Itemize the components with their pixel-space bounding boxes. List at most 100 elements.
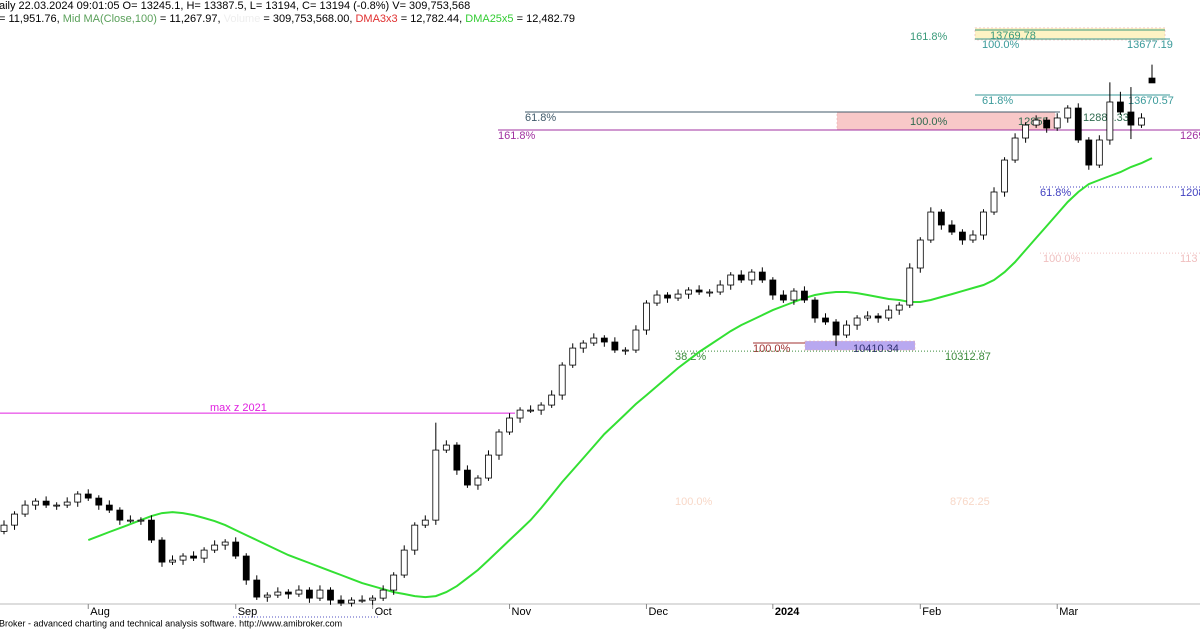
candle-body xyxy=(716,284,724,293)
zone xyxy=(974,27,1166,41)
candle-body xyxy=(727,274,735,286)
candle-body xyxy=(600,337,608,343)
candle-body xyxy=(1053,117,1061,129)
candle-body xyxy=(0,524,8,532)
zone-label: 10410.34 xyxy=(853,343,899,355)
candle-body xyxy=(348,599,355,604)
header-segment: Volume xyxy=(224,13,261,25)
candle-body xyxy=(432,449,440,521)
candle-body xyxy=(1106,101,1114,141)
candle-body xyxy=(95,497,103,506)
candle-body xyxy=(769,279,777,296)
candle-body xyxy=(453,444,461,471)
candle-body xyxy=(400,549,408,576)
level-label: 10312.87 xyxy=(945,351,991,363)
candle-body xyxy=(21,504,29,515)
candle-body xyxy=(969,234,977,241)
level-label: 1269 xyxy=(1180,130,1200,142)
candle-body xyxy=(801,290,808,301)
candle-body xyxy=(695,289,703,293)
candle-body xyxy=(421,519,429,526)
header-line: aily 22.03.2024 09:01:05 O= 13245.1, H= … xyxy=(0,0,470,12)
candle-body xyxy=(1148,77,1156,84)
candle-body xyxy=(316,589,324,599)
candle-body xyxy=(495,431,503,456)
level-label: 113 xyxy=(1180,253,1198,265)
candle-body xyxy=(779,294,787,301)
candle-body xyxy=(706,291,714,294)
candle-body xyxy=(811,299,819,319)
candle-body xyxy=(1001,159,1008,193)
candle-body xyxy=(74,493,82,503)
candle-body xyxy=(748,271,756,281)
candle-body xyxy=(980,211,987,236)
candle-body xyxy=(516,409,524,419)
level-label: 161.8% xyxy=(910,31,948,43)
zone-label: 12884.33 xyxy=(1083,112,1129,124)
zone xyxy=(804,340,916,351)
level-label: 13677.19 xyxy=(1127,39,1173,51)
candle-body xyxy=(569,347,577,366)
candle-body xyxy=(148,519,155,541)
candle-body xyxy=(590,337,598,344)
x-tick-label: Sep xyxy=(238,606,258,618)
x-tick-label: 2024 xyxy=(775,606,800,618)
candle-body xyxy=(53,504,61,507)
candle-body xyxy=(1064,107,1072,119)
candle-body xyxy=(137,519,145,522)
candle-body xyxy=(232,541,240,557)
candle-body xyxy=(11,513,18,526)
candle-body xyxy=(664,294,671,299)
candle-body xyxy=(611,341,619,351)
candle-body xyxy=(758,271,766,281)
candle-body xyxy=(253,579,261,598)
candle-body xyxy=(200,549,208,559)
level-label: 61.8% xyxy=(525,112,556,124)
candle-body xyxy=(548,394,556,406)
candle-body xyxy=(179,555,187,561)
header-line: = 11,951.76, Mid MA(Close,100) = 11,267.… xyxy=(0,13,575,25)
candle-body xyxy=(832,321,840,336)
candle-body xyxy=(1022,124,1030,139)
candle-body xyxy=(327,589,334,601)
candle-body xyxy=(916,239,924,269)
level-label: 61.8% xyxy=(982,95,1013,107)
level-label: 100.0% xyxy=(753,343,791,355)
candle-body xyxy=(485,454,492,479)
candle-body xyxy=(1043,119,1051,129)
candle-body xyxy=(990,191,998,213)
x-tick-label: Nov xyxy=(512,606,532,618)
header-segment: Mid MA(Close,100) xyxy=(63,13,157,25)
candle-body xyxy=(306,589,313,599)
level-label: 100.0% xyxy=(675,496,713,508)
candle-body xyxy=(379,589,387,599)
candle-body xyxy=(369,597,377,601)
header-segment: DMA25x5 xyxy=(465,13,513,25)
candle-body xyxy=(42,500,50,506)
x-tick-label: Aug xyxy=(90,606,110,618)
candle-body xyxy=(1127,111,1135,126)
header-segment: = 12,482.79 xyxy=(514,13,575,25)
candle-body xyxy=(1117,101,1124,113)
candle-body xyxy=(906,267,914,306)
candle-body xyxy=(84,493,92,499)
candle-body xyxy=(221,541,229,546)
header-segment: = 11,951.76, xyxy=(0,13,63,25)
candle-body xyxy=(337,599,345,604)
level-label: 13670.57 xyxy=(1128,95,1174,107)
candle-body xyxy=(937,211,945,226)
candle-body xyxy=(1095,139,1103,166)
x-tick-label: Mar xyxy=(1059,606,1078,618)
candle-body xyxy=(653,294,661,304)
candle-body xyxy=(211,544,219,551)
level-label: 61.8% xyxy=(1040,187,1071,199)
candle-body xyxy=(242,555,250,581)
candle-body xyxy=(1032,119,1040,126)
x-tick-label: Dec xyxy=(648,606,668,618)
footer: Broker - advanced charting and technical… xyxy=(0,618,342,628)
candle-body xyxy=(1138,117,1145,126)
candle-body xyxy=(263,594,271,598)
level-label: 161.8% xyxy=(498,130,536,142)
header-segment: = 12,782.44, xyxy=(398,13,466,25)
level-label: 8762.25 xyxy=(950,496,990,508)
